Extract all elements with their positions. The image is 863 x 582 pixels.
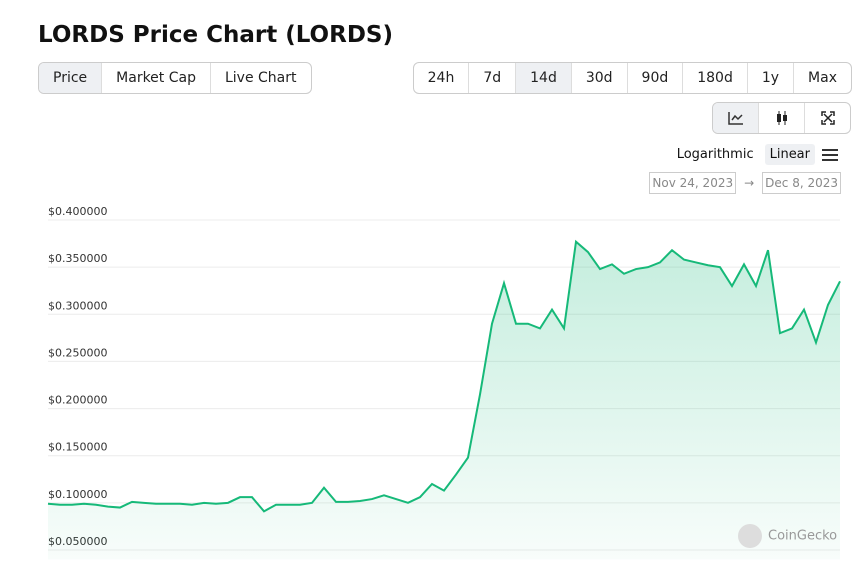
y-tick-label: $0.050000 [48, 535, 108, 548]
range-group: 24h 7d 14d 30d 90d 180d 1y Max [412, 62, 852, 94]
range[interactable]: Max [808, 70, 837, 86]
chart-type-group [712, 102, 851, 134]
tab[interactable]: Price [39, 63, 103, 93]
icon [727, 112, 743, 125]
range[interactable]: 180d [683, 63, 748, 93]
y-tick-label: $0.200000 [48, 394, 108, 407]
y-tick-label: $0.250000 [48, 346, 108, 359]
range[interactable]: 24h [414, 63, 470, 93]
line-chart-button[interactable] [713, 103, 759, 133]
range[interactable]: 7d [469, 63, 517, 93]
area [48, 241, 840, 560]
y-tick-label: $0.350000 [48, 252, 108, 265]
icon [820, 111, 835, 125]
menu-icon[interactable] [821, 148, 839, 162]
fullscreen-button[interactable] [805, 103, 850, 133]
watermark: CoinGecko [738, 524, 837, 548]
range[interactable]: 30d [572, 63, 628, 93]
range[interactable]: 1y [748, 63, 795, 93]
scale-option[interactable]: Logarithmic [676, 147, 754, 162]
y-tick-label: $0.400000 [48, 205, 108, 218]
arrow: → [744, 176, 755, 190]
line [47, 239, 841, 513]
y-tick-label: $0.300000 [48, 299, 108, 312]
range[interactable]: 90d [628, 63, 684, 93]
range[interactable]: 14d [516, 63, 572, 93]
date-range: Nov 24, 2023 → Dec 8, 2023 [649, 172, 841, 194]
tab-group: Price Market Cap Live Chart [38, 62, 312, 94]
title: LORDS Price Chart (LORDS) [38, 22, 393, 48]
watermark-text: CoinGecko [768, 529, 837, 544]
scale-toggle: Logarithmic Linear [666, 144, 815, 165]
tab[interactable]: Live Chart [224, 70, 297, 86]
icon [776, 111, 787, 125]
scale-option[interactable]: Linear [764, 144, 815, 165]
y-tick-label: $0.150000 [48, 441, 108, 454]
candle-chart-button[interactable] [759, 103, 805, 133]
tab[interactable]: Market Cap [102, 63, 211, 93]
date-to[interactable]: Dec 8, 2023 [762, 172, 841, 194]
y-tick-label: $0.100000 [48, 488, 108, 501]
date-from[interactable]: Nov 24, 2023 [649, 172, 737, 194]
